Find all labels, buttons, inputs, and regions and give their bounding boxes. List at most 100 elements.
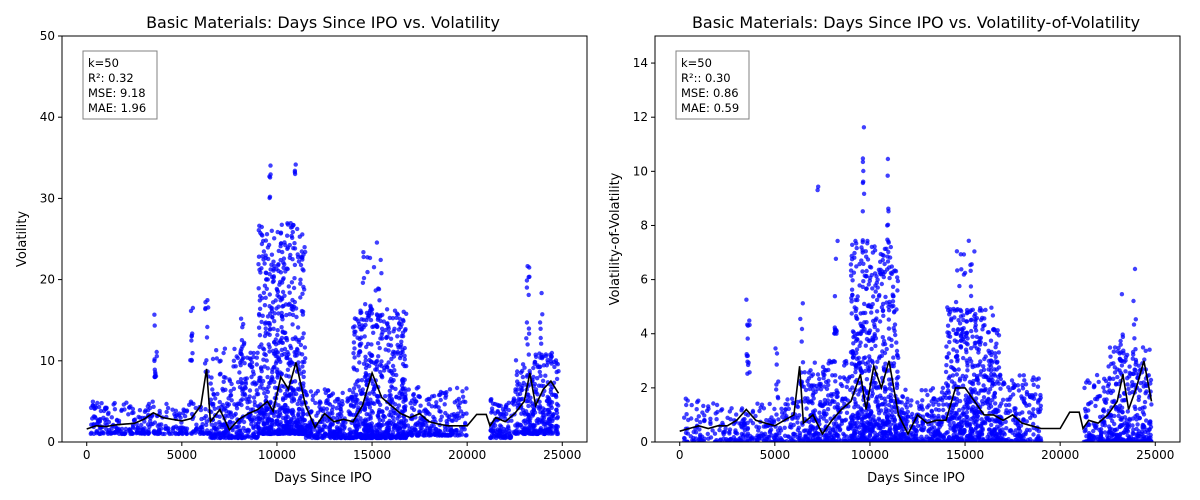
scatter-point <box>297 419 303 424</box>
scatter-point <box>452 414 457 420</box>
scatter-point <box>137 408 143 413</box>
scatter-point <box>853 370 858 375</box>
scatter-point <box>367 363 372 369</box>
scatter-point <box>336 400 341 405</box>
scatter-point <box>861 356 866 361</box>
scatter-point <box>759 402 765 407</box>
scatter-point <box>289 233 294 239</box>
scatter-point <box>526 428 531 434</box>
scatter-point <box>359 378 365 383</box>
scatter-point <box>538 428 543 433</box>
scatter-point <box>368 317 374 323</box>
scatter-point <box>710 428 715 433</box>
scatter-point <box>267 431 273 436</box>
scatter-point <box>265 374 270 380</box>
scatter-point <box>416 385 421 390</box>
scatter-point <box>132 417 138 422</box>
scatter-point <box>712 439 717 442</box>
scatter-point <box>261 290 267 295</box>
scatter-point <box>861 261 866 266</box>
scatter-point <box>257 431 262 436</box>
scatter-point <box>438 389 443 395</box>
scatter-point <box>808 368 813 373</box>
scatter-point <box>258 375 263 380</box>
scatter-point <box>261 257 266 262</box>
scatter-point <box>870 360 875 365</box>
scatter-point <box>241 425 246 431</box>
scatter-point <box>833 379 838 384</box>
scatter-point <box>238 428 243 434</box>
scatter-point <box>685 431 690 436</box>
scatter-point <box>272 422 277 427</box>
scatter-point <box>279 325 284 330</box>
scatter-point <box>365 315 370 320</box>
scatter-point <box>260 346 266 351</box>
scatter-point <box>269 417 274 422</box>
scatter-point <box>838 382 844 387</box>
scatter-point <box>328 431 333 436</box>
scatter-point <box>779 439 784 442</box>
scatter-point <box>882 389 888 394</box>
scatter-point <box>266 412 271 417</box>
scatter-point <box>825 407 831 412</box>
scatter-point <box>409 433 414 438</box>
scatter-point <box>92 403 98 409</box>
scatter-point <box>817 381 822 387</box>
scatter-point <box>549 423 555 429</box>
scatter-point <box>262 426 268 431</box>
scatter-point <box>401 309 406 314</box>
scatter-point <box>356 378 361 383</box>
scatter-point <box>155 423 160 429</box>
scatter-point <box>780 414 785 420</box>
scatter-point <box>418 425 423 431</box>
scatter-point <box>849 299 854 304</box>
scatter-point <box>152 367 157 372</box>
scatter-point <box>738 438 744 442</box>
scatter-point <box>880 269 885 274</box>
scatter-point <box>860 156 866 161</box>
scatter-point <box>774 387 779 392</box>
scatter-point <box>504 402 509 408</box>
scatter-point <box>810 372 816 377</box>
scatter-point <box>211 391 216 397</box>
scatter-point <box>415 420 421 426</box>
scatter-point <box>397 391 402 396</box>
scatter-point <box>724 439 730 442</box>
scatter-point <box>544 363 549 368</box>
scatter-point <box>235 380 241 385</box>
scatter-point <box>850 439 856 442</box>
scatter-point <box>993 345 998 350</box>
scatter-point <box>94 421 100 426</box>
scatter-point <box>861 279 866 284</box>
scatter-point <box>513 398 518 404</box>
scatter-point <box>260 313 265 318</box>
scatter-point <box>464 386 469 391</box>
scatter-point <box>292 276 297 281</box>
scatter-point <box>129 431 135 436</box>
scatter-point <box>908 403 913 408</box>
scatter-point <box>363 379 369 384</box>
scatter-point <box>857 360 862 365</box>
scatter-point <box>860 416 865 421</box>
scatter-point <box>394 315 399 320</box>
scatter-point <box>254 355 259 360</box>
scatter-point <box>265 331 270 336</box>
scatter-point <box>361 407 366 412</box>
scatter-point <box>866 282 871 287</box>
scatter-point <box>865 241 870 246</box>
scatter-point <box>433 426 439 432</box>
scatter-point <box>308 428 313 433</box>
scatter-point <box>260 233 265 238</box>
scatter-point <box>284 373 289 378</box>
scatter-point <box>496 403 501 409</box>
scatter-point <box>701 439 707 442</box>
scatter-point <box>524 320 530 325</box>
scatter-point <box>835 238 840 244</box>
scatter-point <box>367 255 373 261</box>
scatter-point <box>836 424 841 430</box>
scatter-point <box>252 399 257 405</box>
scatter-point <box>231 386 237 391</box>
scatter-point <box>289 360 294 365</box>
scatter-point <box>434 400 439 405</box>
